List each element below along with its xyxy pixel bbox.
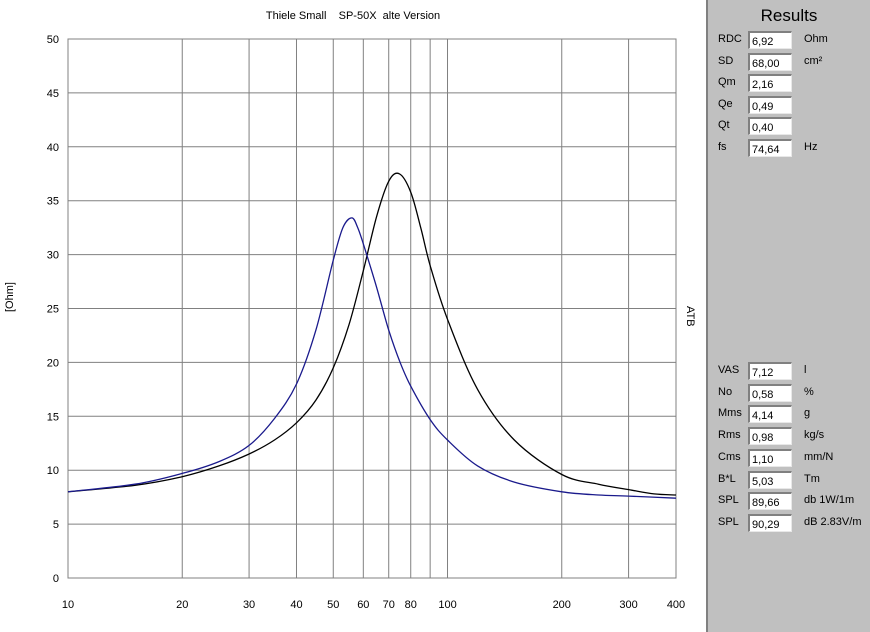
results-panel: Results RDC 6,92 Ohm SD 68,00 cm² Qm 2,16 Qe 0,49…: [706, 0, 870, 632]
result-label: Qe: [718, 97, 733, 110]
result-label: fs: [718, 140, 727, 153]
result-value-field[interactable]: 2,16: [748, 74, 792, 92]
result-unit: cm²: [804, 54, 823, 67]
x-tick-label: 200: [553, 599, 571, 611]
x-tick-label: 50: [327, 599, 339, 611]
right-axis-label: ATB: [684, 306, 696, 327]
result-value-field[interactable]: 0,98: [748, 427, 792, 446]
result-value-field[interactable]: 0,58: [748, 383, 792, 402]
result-value-field[interactable]: 90,29: [748, 513, 792, 532]
x-tick-label: 10: [62, 599, 74, 611]
results-title: Results: [760, 6, 818, 25]
result-unit: g: [804, 407, 811, 420]
result-unit: db 1W/1m: [804, 494, 855, 507]
result-value-field[interactable]: 1,10: [748, 448, 792, 467]
result-value-field[interactable]: 4,14: [748, 405, 792, 424]
y-tick-label: 50: [47, 34, 59, 46]
impedance-curve-2: [67, 217, 677, 499]
result-label: Qt: [718, 119, 730, 131]
result-unit: kg/s: [804, 429, 825, 442]
y-tick-label: 35: [47, 196, 59, 208]
result-value-field[interactable]: 0,40: [748, 117, 792, 135]
result-unit: Hz: [804, 140, 818, 153]
result-value-field[interactable]: 5,03: [748, 470, 792, 489]
result-value-field[interactable]: 0,49: [748, 95, 792, 114]
x-tick-label: 300: [619, 599, 637, 611]
x-tick-label: 60: [357, 599, 369, 611]
result-value-field[interactable]: 7,12: [748, 362, 792, 380]
result-label: RDC: [718, 33, 742, 45]
result-label: SD: [718, 54, 734, 67]
result-unit: Tm: [804, 472, 820, 485]
result-label: Qm: [718, 76, 736, 88]
result-unit: dB 2.83V/m: [804, 515, 862, 528]
impedance-curve-1: [67, 172, 677, 496]
result-value-field[interactable]: 74,64: [748, 138, 792, 157]
y-axis-label: [Ohm]: [4, 282, 16, 312]
x-tick-label: 70: [383, 599, 395, 611]
result-unit: %: [804, 385, 814, 398]
result-value-field[interactable]: 89,66: [748, 492, 792, 511]
chart-area: Thiele Small SP-50X alte Version 0 5 10 15 2…: [4, 10, 696, 611]
result-label: Mms: [718, 407, 742, 420]
x-tick-label: 30: [243, 599, 255, 611]
result-label: B*L: [718, 472, 736, 485]
x-tick-label: 20: [176, 599, 188, 611]
chart-title: Thiele Small SP-50X alte Version: [265, 10, 441, 22]
x-tick-label: 80: [405, 599, 417, 611]
result-label: SPL: [718, 494, 739, 507]
y-tick-label: 25: [47, 304, 59, 316]
y-tick-label: 20: [47, 357, 59, 369]
result-value-field[interactable]: 6,92: [748, 31, 792, 49]
x-tick-label: 400: [667, 599, 685, 611]
y-tick-label: 30: [47, 250, 59, 262]
y-tick-label: 45: [47, 88, 59, 100]
y-tick-label: 10: [47, 465, 59, 477]
x-tick-label: 100: [438, 599, 456, 611]
x-tick-label: 40: [290, 599, 302, 611]
y-tick-label: 15: [47, 411, 59, 423]
result-label: VAS: [718, 364, 740, 376]
result-value-field[interactable]: 68,00: [748, 52, 792, 71]
result-label: SPL: [718, 515, 739, 528]
result-unit: l: [804, 364, 807, 376]
result-label: Cms: [718, 450, 741, 463]
y-tick-label: 40: [47, 142, 59, 154]
plot-frame: [67, 38, 677, 579]
y-tick-label: 5: [53, 519, 59, 531]
result-unit: mm/N: [804, 450, 834, 463]
impedance-chart: 0 5 10 15 20 25 30 35 40 45 50 10 20 30 40 50 60 70 80 100 2…: [47, 34, 685, 611]
result-unit: Ohm: [804, 33, 828, 45]
result-label: Rms: [718, 429, 741, 442]
result-label: No: [718, 385, 733, 398]
y-tick-label: 0: [53, 573, 59, 585]
